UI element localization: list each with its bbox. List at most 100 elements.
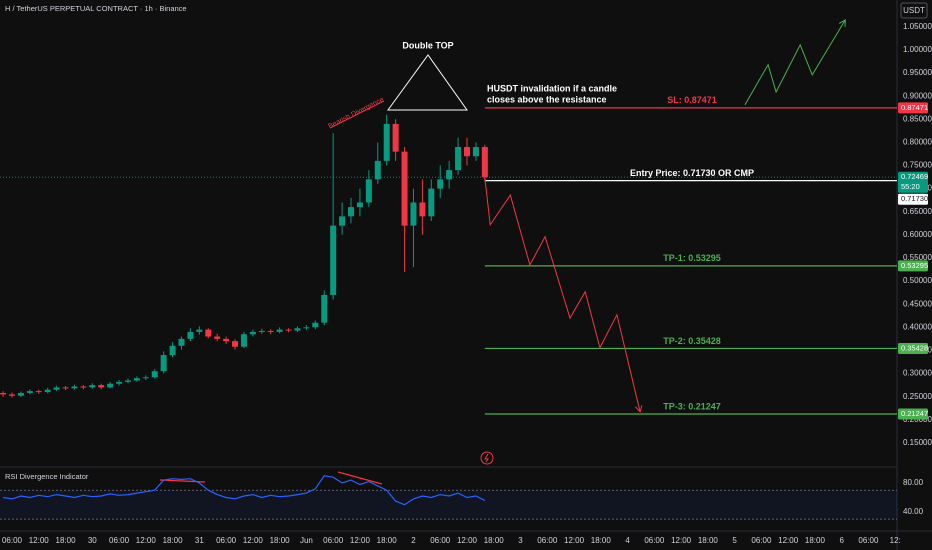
candle-body	[365, 179, 372, 203]
currency[interactable]: USDT	[903, 6, 925, 15]
x-tick-label: 06:00	[751, 536, 772, 545]
candle-body	[62, 387, 69, 389]
currency-box[interactable]	[900, 2, 928, 19]
event-icon-bolt	[484, 453, 489, 463]
candle-body	[374, 160, 381, 180]
rsi-title: RSI Divergence Indicator	[5, 472, 89, 481]
x-tick-label: 18:00	[484, 536, 505, 545]
price-tag-label: 0.71730	[901, 194, 928, 203]
rsi-band	[0, 490, 897, 520]
candle-body	[401, 151, 408, 226]
candle-body	[205, 329, 212, 337]
candle-body	[80, 386, 87, 388]
divergence-line	[329, 100, 385, 129]
x-tick-label: 06:00	[109, 536, 130, 545]
projection-path	[744, 19, 846, 106]
candle-body	[116, 381, 123, 384]
price-tag-label: 0.72469	[901, 172, 928, 181]
rsi-tick-label: 40.00	[903, 507, 924, 516]
price-tag-label: 55:20	[901, 182, 920, 191]
candle-body	[98, 385, 105, 388]
x-tick-label: 5	[732, 536, 737, 545]
x-tick-label: 18:00	[591, 536, 612, 545]
price-tag-label: 0.87471	[901, 103, 928, 112]
y-tick-label: 1.00000	[903, 45, 932, 54]
candle-body	[8, 394, 15, 396]
candle-body	[285, 329, 292, 331]
x-tick-label: 2	[411, 536, 416, 545]
candle-body	[267, 331, 274, 333]
x-tick-label: 06:00	[858, 536, 879, 545]
candle-body	[178, 338, 185, 346]
x-tick-label: 12:00	[136, 536, 157, 545]
level-label: TP-1: 0.53295	[663, 253, 721, 263]
x-tick-label: 06:00	[430, 536, 451, 545]
chart-title: H / TetherUS PERPETUAL CONTRACT · 1h · B…	[5, 4, 187, 13]
x-tick-label: 18:00	[805, 536, 826, 545]
candle-body	[17, 392, 24, 396]
candle-body	[312, 322, 319, 328]
level-label: Entry Price: 0.71730 OR CMP	[630, 168, 754, 178]
rsi-line	[3, 475, 486, 506]
candle-body	[133, 378, 140, 381]
y-tick-label: 0.40000	[903, 322, 932, 331]
candle-body	[339, 216, 346, 226]
candle-body	[240, 334, 247, 347]
candle-body	[26, 391, 33, 393]
x-tick-label: 12:00	[671, 536, 692, 545]
candle-body	[455, 147, 462, 171]
candle-body	[348, 207, 355, 217]
price-tag	[898, 171, 928, 193]
price-tag	[898, 342, 928, 354]
x-tick-label: 06:00	[644, 536, 665, 545]
candle-body	[410, 202, 417, 226]
double-top-triangle	[387, 54, 468, 111]
price-tag-label: 0.21247	[901, 409, 928, 418]
candle-body	[160, 355, 167, 372]
candle-body	[232, 341, 239, 347]
x-tick-label: 18:00	[698, 536, 719, 545]
y-tick-label: 0.95000	[903, 68, 932, 77]
candle-body	[0, 392, 7, 395]
candle-body	[419, 202, 426, 217]
x-tick-label: 18:00	[377, 536, 398, 545]
candle-body	[303, 327, 310, 329]
candle-body	[196, 329, 203, 332]
candle-body	[223, 338, 230, 342]
candle-body	[169, 345, 176, 356]
candle-body	[187, 331, 194, 339]
x-tick-label: 06:00	[2, 536, 23, 545]
candle-body	[437, 179, 444, 189]
candle-body	[383, 123, 390, 161]
x-tick-label: 18:00	[163, 536, 184, 545]
price-tag	[898, 102, 928, 114]
price-tag-label: 0.53295	[901, 261, 928, 270]
price-tag	[898, 193, 928, 205]
y-tick-label: 0.30000	[903, 369, 932, 378]
x-tick-label: 30	[88, 536, 97, 545]
event-icon[interactable]	[480, 451, 494, 465]
rsi-tick-label: 80.00	[903, 478, 924, 487]
y-tick-label: 0.15000	[903, 438, 932, 447]
candle-body	[321, 294, 328, 323]
candle-body	[330, 225, 337, 295]
y-tick-label: 0.45000	[903, 299, 932, 308]
invalidation-note: closes above the resistance	[487, 94, 607, 104]
x-tick-label: 06:00	[216, 536, 237, 545]
projection-path	[484, 177, 641, 413]
y-tick-label: 0.60000	[903, 230, 932, 239]
candle-body	[446, 170, 453, 180]
price-tag-label: 0.35428	[901, 343, 928, 352]
candle-body	[107, 383, 114, 388]
x-tick-label: 4	[625, 536, 630, 545]
level-label: SL: 0.87471	[667, 95, 717, 105]
candle-body	[214, 336, 221, 339]
candle-body	[356, 202, 363, 208]
candle-body	[294, 328, 301, 331]
candle-body	[392, 123, 399, 152]
x-tick-label: 31	[195, 536, 204, 545]
projection-arrowhead	[635, 405, 643, 413]
x-tick-label: 18:00	[56, 536, 77, 545]
x-tick-label: 12:00	[778, 536, 799, 545]
